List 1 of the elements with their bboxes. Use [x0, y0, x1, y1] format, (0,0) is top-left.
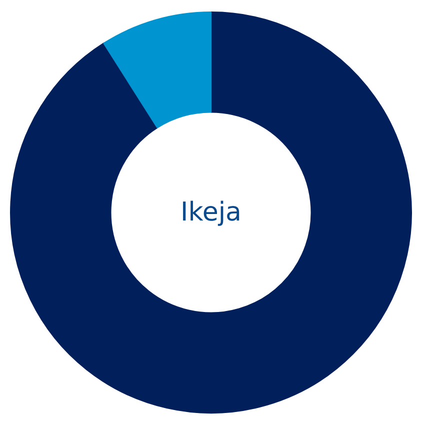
text: Ikeja — [180, 198, 242, 228]
